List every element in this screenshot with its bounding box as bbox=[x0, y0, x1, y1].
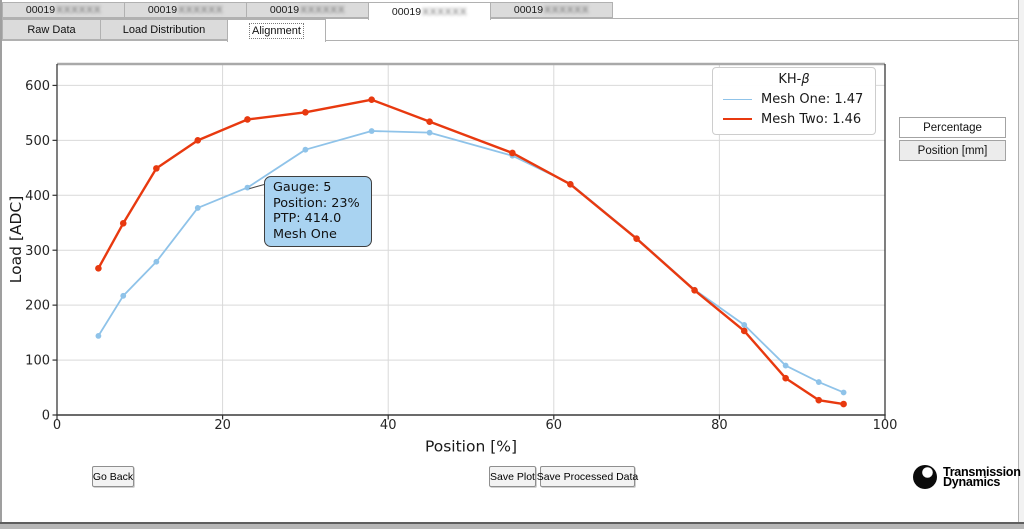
serial-prefix: 00019 bbox=[25, 4, 56, 16]
data-point-mesh-two[interactable] bbox=[244, 116, 251, 123]
data-point-mesh-one[interactable] bbox=[840, 389, 847, 396]
tab-serial-1[interactable]: 00019 XXXXXX bbox=[2, 2, 125, 18]
transmission-dynamics-logo: Transmission Dynamics bbox=[910, 458, 1021, 496]
tab-serial-5[interactable]: 00019 XXXXXX bbox=[490, 2, 613, 18]
legend-entry-mesh-one: Mesh One: 1.47 bbox=[713, 89, 875, 109]
tab-serial-2[interactable]: 00019 XXXXXX bbox=[124, 2, 247, 18]
data-point-mesh-one[interactable] bbox=[782, 362, 789, 369]
y-tick-label: 300 bbox=[25, 244, 50, 259]
data-point-tooltip: Gauge: 5 Position: 23% PTP: 414.0 Mesh O… bbox=[264, 176, 372, 248]
series-line-mesh-two[interactable] bbox=[97, 98, 845, 406]
legend-title: KH-β bbox=[778, 72, 810, 87]
data-point-mesh-one[interactable] bbox=[244, 184, 251, 191]
y-tick-label: 0 bbox=[42, 409, 50, 424]
data-point-mesh-two[interactable] bbox=[426, 118, 433, 125]
save-plot-button[interactable]: Save Plot bbox=[489, 466, 536, 487]
tab-raw-data[interactable]: Raw Data bbox=[2, 19, 101, 40]
data-point-mesh-two[interactable] bbox=[119, 219, 127, 227]
tab-load-distribution[interactable]: Load Distribution bbox=[100, 19, 228, 40]
x-tick-label: 20 bbox=[214, 418, 231, 433]
data-point-mesh-one[interactable] bbox=[426, 129, 433, 136]
x-axis-label: Position [%] bbox=[425, 438, 517, 456]
data-point-mesh-two[interactable] bbox=[95, 265, 102, 272]
bearing-logo-icon bbox=[913, 465, 937, 489]
data-point-mesh-two[interactable] bbox=[840, 400, 847, 408]
y-tick-label: 400 bbox=[25, 189, 50, 204]
serial-prefix: 00019 bbox=[391, 5, 422, 18]
data-point-mesh-two[interactable] bbox=[509, 149, 516, 157]
y-axis-label: Load [ADC] bbox=[7, 196, 25, 284]
tooltip-position: Position: 23% bbox=[273, 195, 360, 211]
mesh-two-line-swatch bbox=[723, 118, 752, 120]
data-point-mesh-one[interactable] bbox=[120, 292, 127, 299]
position-mm-toggle-button[interactable]: Position [mm] bbox=[899, 140, 1006, 161]
data-point-mesh-two[interactable] bbox=[153, 165, 160, 172]
legend-entry-mesh-two: Mesh Two: 1.46 bbox=[713, 109, 875, 129]
tooltip-ptp: PTP: 414.0 bbox=[273, 211, 342, 227]
chart-legend: KH-β Mesh One: 1.47 Mesh Two: 1.46 bbox=[712, 67, 876, 135]
percentage-toggle-button[interactable]: Percentage bbox=[899, 117, 1006, 138]
data-point-mesh-two[interactable] bbox=[740, 327, 748, 335]
tab-serial-3[interactable]: 00019 XXXXXX bbox=[246, 2, 369, 18]
data-point-mesh-one[interactable] bbox=[194, 205, 201, 211]
y-tick-label: 200 bbox=[25, 299, 50, 314]
y-tick-label: 100 bbox=[25, 354, 50, 369]
data-point-mesh-two[interactable] bbox=[368, 96, 375, 104]
data-point-mesh-two[interactable] bbox=[815, 396, 823, 404]
window-border-left bbox=[0, 0, 2, 524]
x-tick-label: 80 bbox=[711, 418, 728, 433]
save-processed-data-button[interactable]: Save Processed Data bbox=[537, 466, 638, 487]
beta-symbol: β bbox=[801, 72, 810, 87]
serial-prefix: 00019 bbox=[513, 4, 544, 16]
series-line-mesh-one[interactable] bbox=[97, 130, 845, 394]
tab-label: Alignment bbox=[249, 23, 304, 39]
logo-line1: Transmission bbox=[943, 464, 1021, 479]
mesh-one-line-swatch bbox=[723, 98, 752, 100]
legend-label: Mesh One: 1.47 bbox=[761, 91, 864, 107]
data-point-mesh-two[interactable] bbox=[194, 137, 202, 144]
tab-label: Raw Data bbox=[27, 23, 76, 36]
serial-prefix: 00019 bbox=[147, 4, 178, 16]
logo-text: Transmission Dynamics bbox=[943, 464, 1021, 489]
tab-bar-divider bbox=[2, 18, 1018, 19]
data-point-mesh-one[interactable] bbox=[302, 146, 309, 153]
logo-line2: Dynamics bbox=[943, 475, 1001, 489]
x-tick-label: 40 bbox=[380, 418, 397, 433]
window-border-right bbox=[1018, 0, 1019, 524]
window-margin-bottom bbox=[0, 524, 1024, 529]
serial-redacted: XXXXXX bbox=[544, 4, 590, 16]
serial-redacted: XXXXXX bbox=[300, 4, 346, 16]
serial-redacted: XXXXXX bbox=[422, 5, 468, 18]
data-point-mesh-one[interactable] bbox=[153, 258, 160, 265]
tab-serial-4-active[interactable]: 00019 XXXXXX bbox=[368, 2, 491, 20]
x-tick-label: 100 bbox=[873, 418, 898, 433]
data-point-mesh-two[interactable] bbox=[633, 235, 640, 242]
window-border-bottom bbox=[0, 522, 1024, 524]
y-tick-label: 600 bbox=[25, 79, 50, 94]
tooltip-gauge: Gauge: 5 bbox=[273, 180, 332, 195]
serial-redacted: XXXXXX bbox=[56, 4, 102, 16]
legend-label: Mesh Two: 1.46 bbox=[761, 111, 862, 127]
data-point-mesh-two[interactable] bbox=[691, 287, 698, 294]
x-tick-label: 0 bbox=[53, 418, 61, 433]
serial-redacted: XXXXXX bbox=[178, 4, 224, 16]
tab-label: Load Distribution bbox=[122, 23, 206, 36]
tab-alignment-active[interactable]: Alignment bbox=[227, 19, 326, 42]
data-point-mesh-one[interactable] bbox=[741, 322, 748, 328]
data-point-mesh-two[interactable] bbox=[782, 374, 789, 382]
data-point-mesh-one[interactable] bbox=[815, 379, 822, 385]
data-point-mesh-two[interactable] bbox=[567, 180, 574, 188]
tooltip-connector bbox=[249, 183, 267, 190]
serial-prefix: 00019 bbox=[269, 4, 300, 16]
x-tick-label: 60 bbox=[546, 418, 563, 433]
data-point-mesh-one[interactable] bbox=[95, 333, 102, 339]
window-margin-right bbox=[1019, 0, 1024, 524]
data-point-mesh-two[interactable] bbox=[302, 109, 309, 116]
go-back-button[interactable]: Go Back bbox=[92, 466, 134, 487]
data-point-mesh-one[interactable] bbox=[368, 128, 375, 134]
tooltip-series: Mesh One bbox=[273, 226, 337, 242]
y-tick-label: 500 bbox=[25, 134, 50, 149]
view-tab-bar-divider bbox=[2, 40, 1018, 41]
